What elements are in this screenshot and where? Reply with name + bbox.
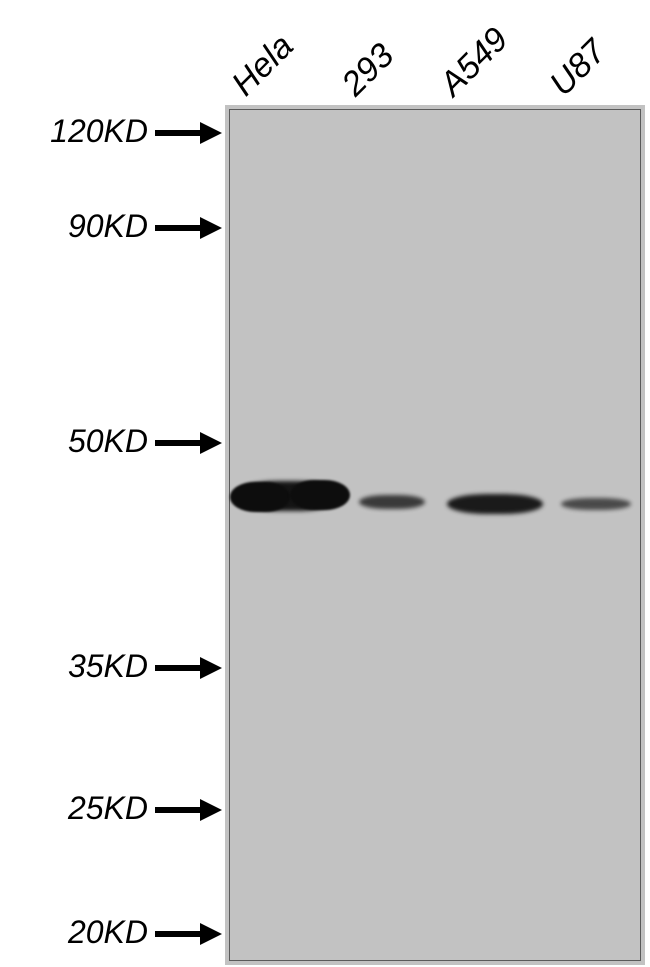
marker-label: 35KD — [68, 648, 148, 685]
marker-label: 50KD — [68, 423, 148, 460]
lane-label: A549 — [432, 20, 516, 104]
marker-label: 25KD — [68, 790, 148, 827]
marker-label: 120KD — [50, 113, 148, 150]
marker-arrow-head — [200, 122, 222, 144]
marker-label: 90KD — [68, 208, 148, 245]
blot-band — [561, 498, 631, 510]
lane-label: U87 — [542, 32, 614, 104]
blot-inner-border — [229, 109, 641, 961]
lane-label: 293 — [334, 36, 402, 104]
marker-arrow-head — [200, 799, 222, 821]
marker-arrow-head — [200, 923, 222, 945]
blot-band — [359, 495, 425, 509]
blot-band — [447, 494, 543, 514]
marker-arrow-head — [200, 432, 222, 454]
blot-band — [230, 482, 290, 512]
blot-band — [290, 480, 350, 510]
marker-arrow-head — [200, 657, 222, 679]
lane-label: Hela — [224, 27, 301, 104]
blot-figure: 120KD 90KD 50KD 35KD 25KD 20KD Hela 293 A549 U87 — [0, 0, 650, 967]
marker-arrow-head — [200, 217, 222, 239]
marker-label: 20KD — [68, 914, 148, 951]
